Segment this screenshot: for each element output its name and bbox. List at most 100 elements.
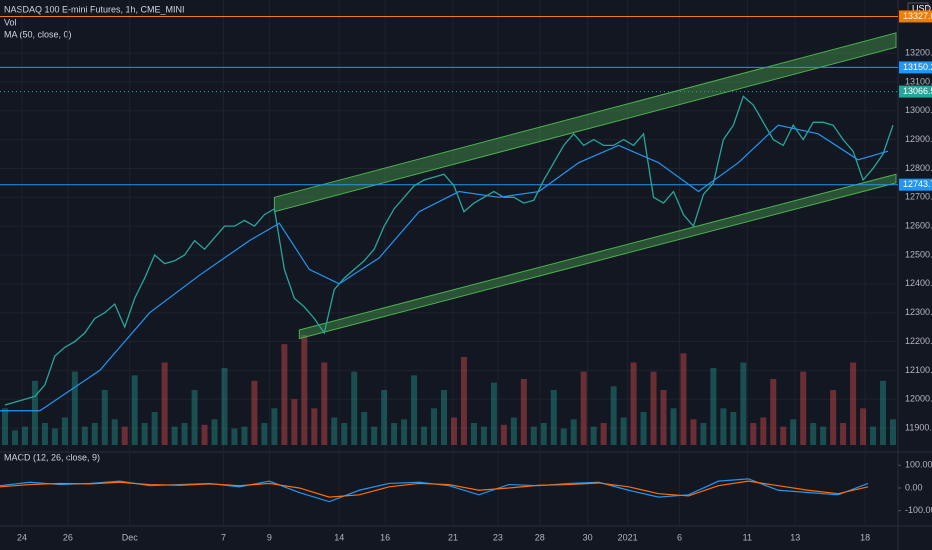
volume-bar	[301, 335, 308, 445]
volume-bar	[580, 371, 587, 445]
volume-bar	[181, 423, 188, 445]
volume-bar	[361, 412, 368, 445]
x-tick-label: 18	[860, 532, 870, 542]
volume-bar	[690, 419, 697, 445]
price-line	[4, 95, 894, 406]
x-tick-label: 26	[63, 532, 73, 542]
last-price-label: 13066.50	[903, 86, 932, 96]
volume-bar	[71, 371, 78, 445]
volume-bar	[730, 412, 737, 445]
volume-bar	[870, 426, 877, 445]
level-box	[899, 178, 932, 191]
y-tick-label: 12000.00	[905, 394, 932, 404]
volume-bar	[600, 423, 607, 445]
x-tick-label: 11	[743, 532, 752, 542]
ma-line	[0, 124, 889, 412]
volume-bar	[660, 390, 667, 445]
volume-bar	[510, 417, 517, 445]
volume-bar	[21, 426, 28, 445]
y-tick-label: 11900.00	[905, 422, 932, 432]
volume-bar	[251, 380, 258, 445]
indicator-label: Vol	[4, 17, 17, 27]
volume-bar	[670, 408, 677, 445]
level-box	[899, 10, 932, 23]
volume-bar	[540, 423, 547, 445]
volume-bar	[840, 423, 847, 445]
volume-bar	[371, 426, 378, 445]
volume-bar	[620, 417, 627, 445]
volume-bar	[770, 379, 777, 445]
chart-title: NASDAQ 100 E-mini Futures, 1h, CME_MINI	[4, 4, 185, 14]
volume-bar	[431, 408, 438, 445]
volume-bar	[351, 371, 358, 445]
y-tick-label: 12200.00	[905, 336, 932, 346]
last-price-box	[899, 85, 932, 98]
volume-bar	[590, 426, 597, 445]
volume-bar	[530, 426, 537, 445]
volume-bar	[221, 368, 228, 445]
x-tick-label: 23	[493, 532, 503, 542]
volume-bar	[550, 390, 557, 445]
currency[interactable]: USD	[912, 3, 932, 13]
volume-bar	[151, 412, 158, 445]
level-box	[899, 61, 932, 74]
volume-bar	[640, 412, 647, 445]
volume-bar	[441, 390, 448, 445]
volume-bar	[500, 424, 507, 445]
volume-bar	[810, 423, 817, 445]
volume-bar	[680, 353, 687, 445]
volume-bar	[171, 426, 178, 445]
x-tick-label: 6	[677, 532, 682, 542]
volume-bar	[141, 423, 148, 445]
volume-bar	[261, 423, 268, 445]
y-tick-label: 12400.00	[905, 278, 932, 288]
volume-bar	[401, 419, 408, 445]
volume-bar	[830, 390, 837, 445]
volume-bar	[411, 375, 418, 445]
volume-bar	[51, 428, 58, 445]
channel	[298, 173, 897, 340]
x-tick-label: 7	[221, 532, 226, 542]
volume-bar	[11, 430, 18, 445]
y-tick-label: 13100.00	[905, 76, 932, 86]
volume-bar	[31, 380, 38, 445]
volume-bar	[101, 390, 108, 445]
volume-bar	[450, 417, 457, 445]
level-label: 12743.75	[903, 179, 932, 189]
volume-bar	[81, 426, 88, 445]
volume-bar	[331, 417, 338, 445]
macd-tick-label: -100.00	[905, 505, 932, 515]
volume-bar	[470, 423, 477, 445]
volume-bar	[271, 408, 278, 445]
volume-bar	[800, 371, 807, 445]
x-tick-label: 21	[448, 532, 458, 542]
volume-bar	[820, 426, 827, 445]
volume-bar	[720, 408, 727, 445]
volume-bar	[321, 362, 328, 445]
volume-bar	[460, 357, 467, 445]
volume-bar	[161, 362, 168, 445]
y-tick-label: 12500.00	[905, 249, 932, 259]
volume-bar	[750, 423, 757, 445]
volume-bar	[391, 423, 398, 445]
x-tick-label: 24	[17, 532, 27, 542]
x-tick-label: 14	[334, 532, 344, 542]
x-tick-label: 13	[790, 532, 800, 542]
y-tick-label: 12900.00	[905, 134, 932, 144]
x-tick-label: 16	[380, 532, 390, 542]
x-tick-label: 9	[267, 532, 272, 542]
volume-bar	[281, 344, 288, 445]
volume-bar	[381, 390, 388, 445]
y-tick-label: 13200.00	[905, 47, 932, 57]
y-tick-label: 13000.00	[905, 105, 932, 115]
volume-bar	[311, 408, 318, 445]
y-tick-label: 12300.00	[905, 307, 932, 317]
volume-bar	[860, 408, 867, 445]
x-tick-label: 30	[583, 532, 593, 542]
volume-bar	[760, 417, 767, 445]
volume-bar	[231, 428, 238, 445]
volume-bar	[201, 424, 208, 445]
volume-bar	[490, 382, 497, 445]
